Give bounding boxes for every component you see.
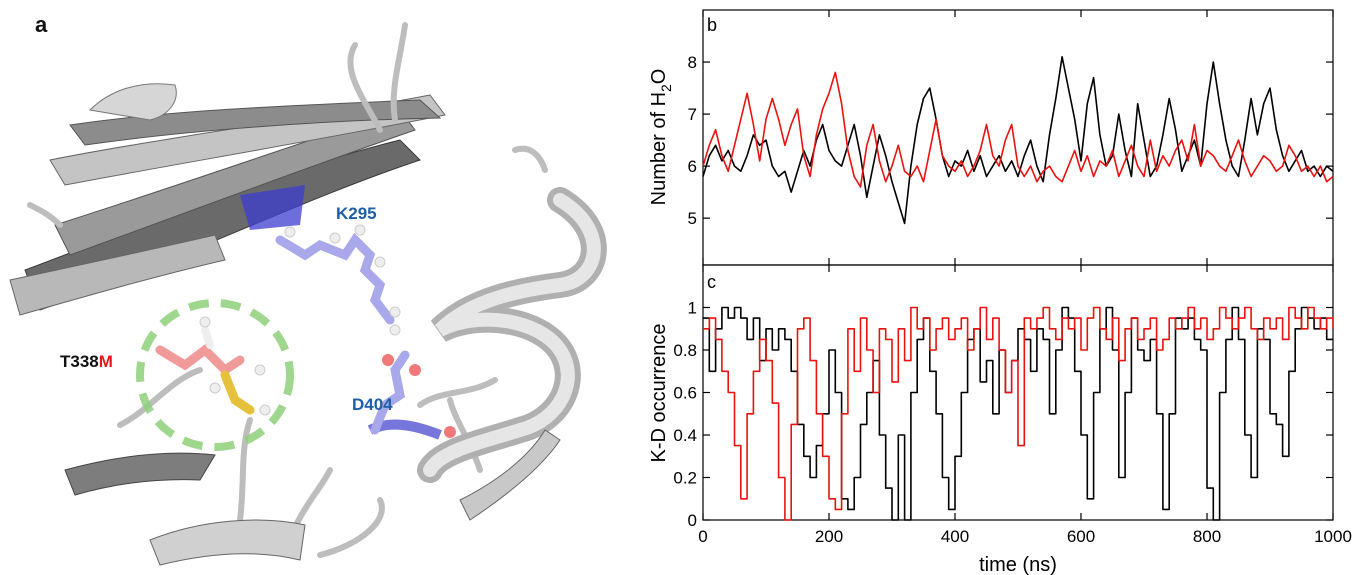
beta-sheet: [9, 83, 446, 316]
t338m-label-suffix: M: [99, 352, 113, 371]
panel-a-label: a: [35, 12, 48, 37]
panel-b-label: b: [707, 15, 717, 35]
t338m-label-prefix: T338: [60, 352, 99, 371]
k295-label: K295: [336, 204, 377, 223]
d404-oxygen-1: [382, 354, 394, 366]
bottom-strands: [64, 429, 561, 566]
panel-b-series: [702, 56, 1334, 225]
y-tick-label: 0.2: [673, 469, 697, 488]
y-tick-label: 6: [688, 157, 697, 176]
y-tick-label: 1: [688, 299, 697, 318]
y-tick-label: 0: [688, 511, 697, 530]
series-line-red: [702, 71, 1334, 188]
panel-a-structure: a: [9, 12, 607, 566]
t338m-sidechain: [155, 326, 255, 415]
y-tick-label: 0.6: [673, 384, 697, 403]
panel-c-chart: c K-D occurrence time (ns) 0 0.2 0.4 0.6 0.8…: [648, 264, 1352, 575]
panel-b-ylabel-end: O: [648, 69, 670, 85]
y-tick-label: 0.4: [673, 426, 697, 445]
panel-c-xlabel: time (ns): [979, 554, 1057, 575]
panel-c-x-ticks: 0 200 400 600 800 1000: [698, 265, 1352, 546]
series-line-red: [703, 306, 1334, 521]
panel-b-ylabel-sub: 2: [658, 84, 674, 92]
x-tick-label: 200: [815, 527, 843, 546]
panel-c-y-ticks: 0 0.2 0.4 0.6 0.8 1: [673, 299, 1333, 530]
mutation-site-circle: [136, 299, 294, 451]
d404-oxygen-2: [409, 364, 421, 376]
y-tick-label: 8: [688, 53, 697, 72]
t338m-label: T338M: [60, 352, 113, 371]
x-tick-label: 1000: [1314, 527, 1352, 546]
y-tick-label: 5: [688, 209, 697, 228]
x-tick-label: 800: [1193, 527, 1221, 546]
x-tick-label: 600: [1067, 527, 1095, 546]
k295-hydrogens: [284, 224, 401, 336]
y-tick-label: 7: [688, 105, 697, 124]
k295-sidechain: [275, 232, 395, 325]
d404-label: D404: [352, 395, 393, 414]
panel-b-frame: [702, 9, 1334, 266]
y-tick-label: 0.8: [673, 341, 697, 360]
panel-c-label: c: [707, 272, 716, 292]
panel-b-chart: b Number of H2O 5 6 7 8: [648, 9, 1334, 266]
panel-b-ylabel: Number of H2O: [648, 69, 674, 206]
alpha-helix: [367, 187, 607, 483]
series-line-black: [702, 56, 1334, 225]
d404-sidechain: [370, 350, 410, 435]
t338m-hydrogens: [199, 316, 271, 416]
panel-c-ylabel: K-D occurrence: [648, 324, 670, 463]
x-tick-label: 400: [941, 527, 969, 546]
panel-b-ylabel-main: Number of H: [648, 92, 670, 205]
x-tick-label: 0: [698, 527, 707, 546]
panel-c-series: [703, 306, 1334, 521]
d404-oxygen-3: [444, 426, 456, 438]
panel-b-x-ticks: [702, 10, 1334, 265]
series-line-black: [703, 306, 1333, 521]
